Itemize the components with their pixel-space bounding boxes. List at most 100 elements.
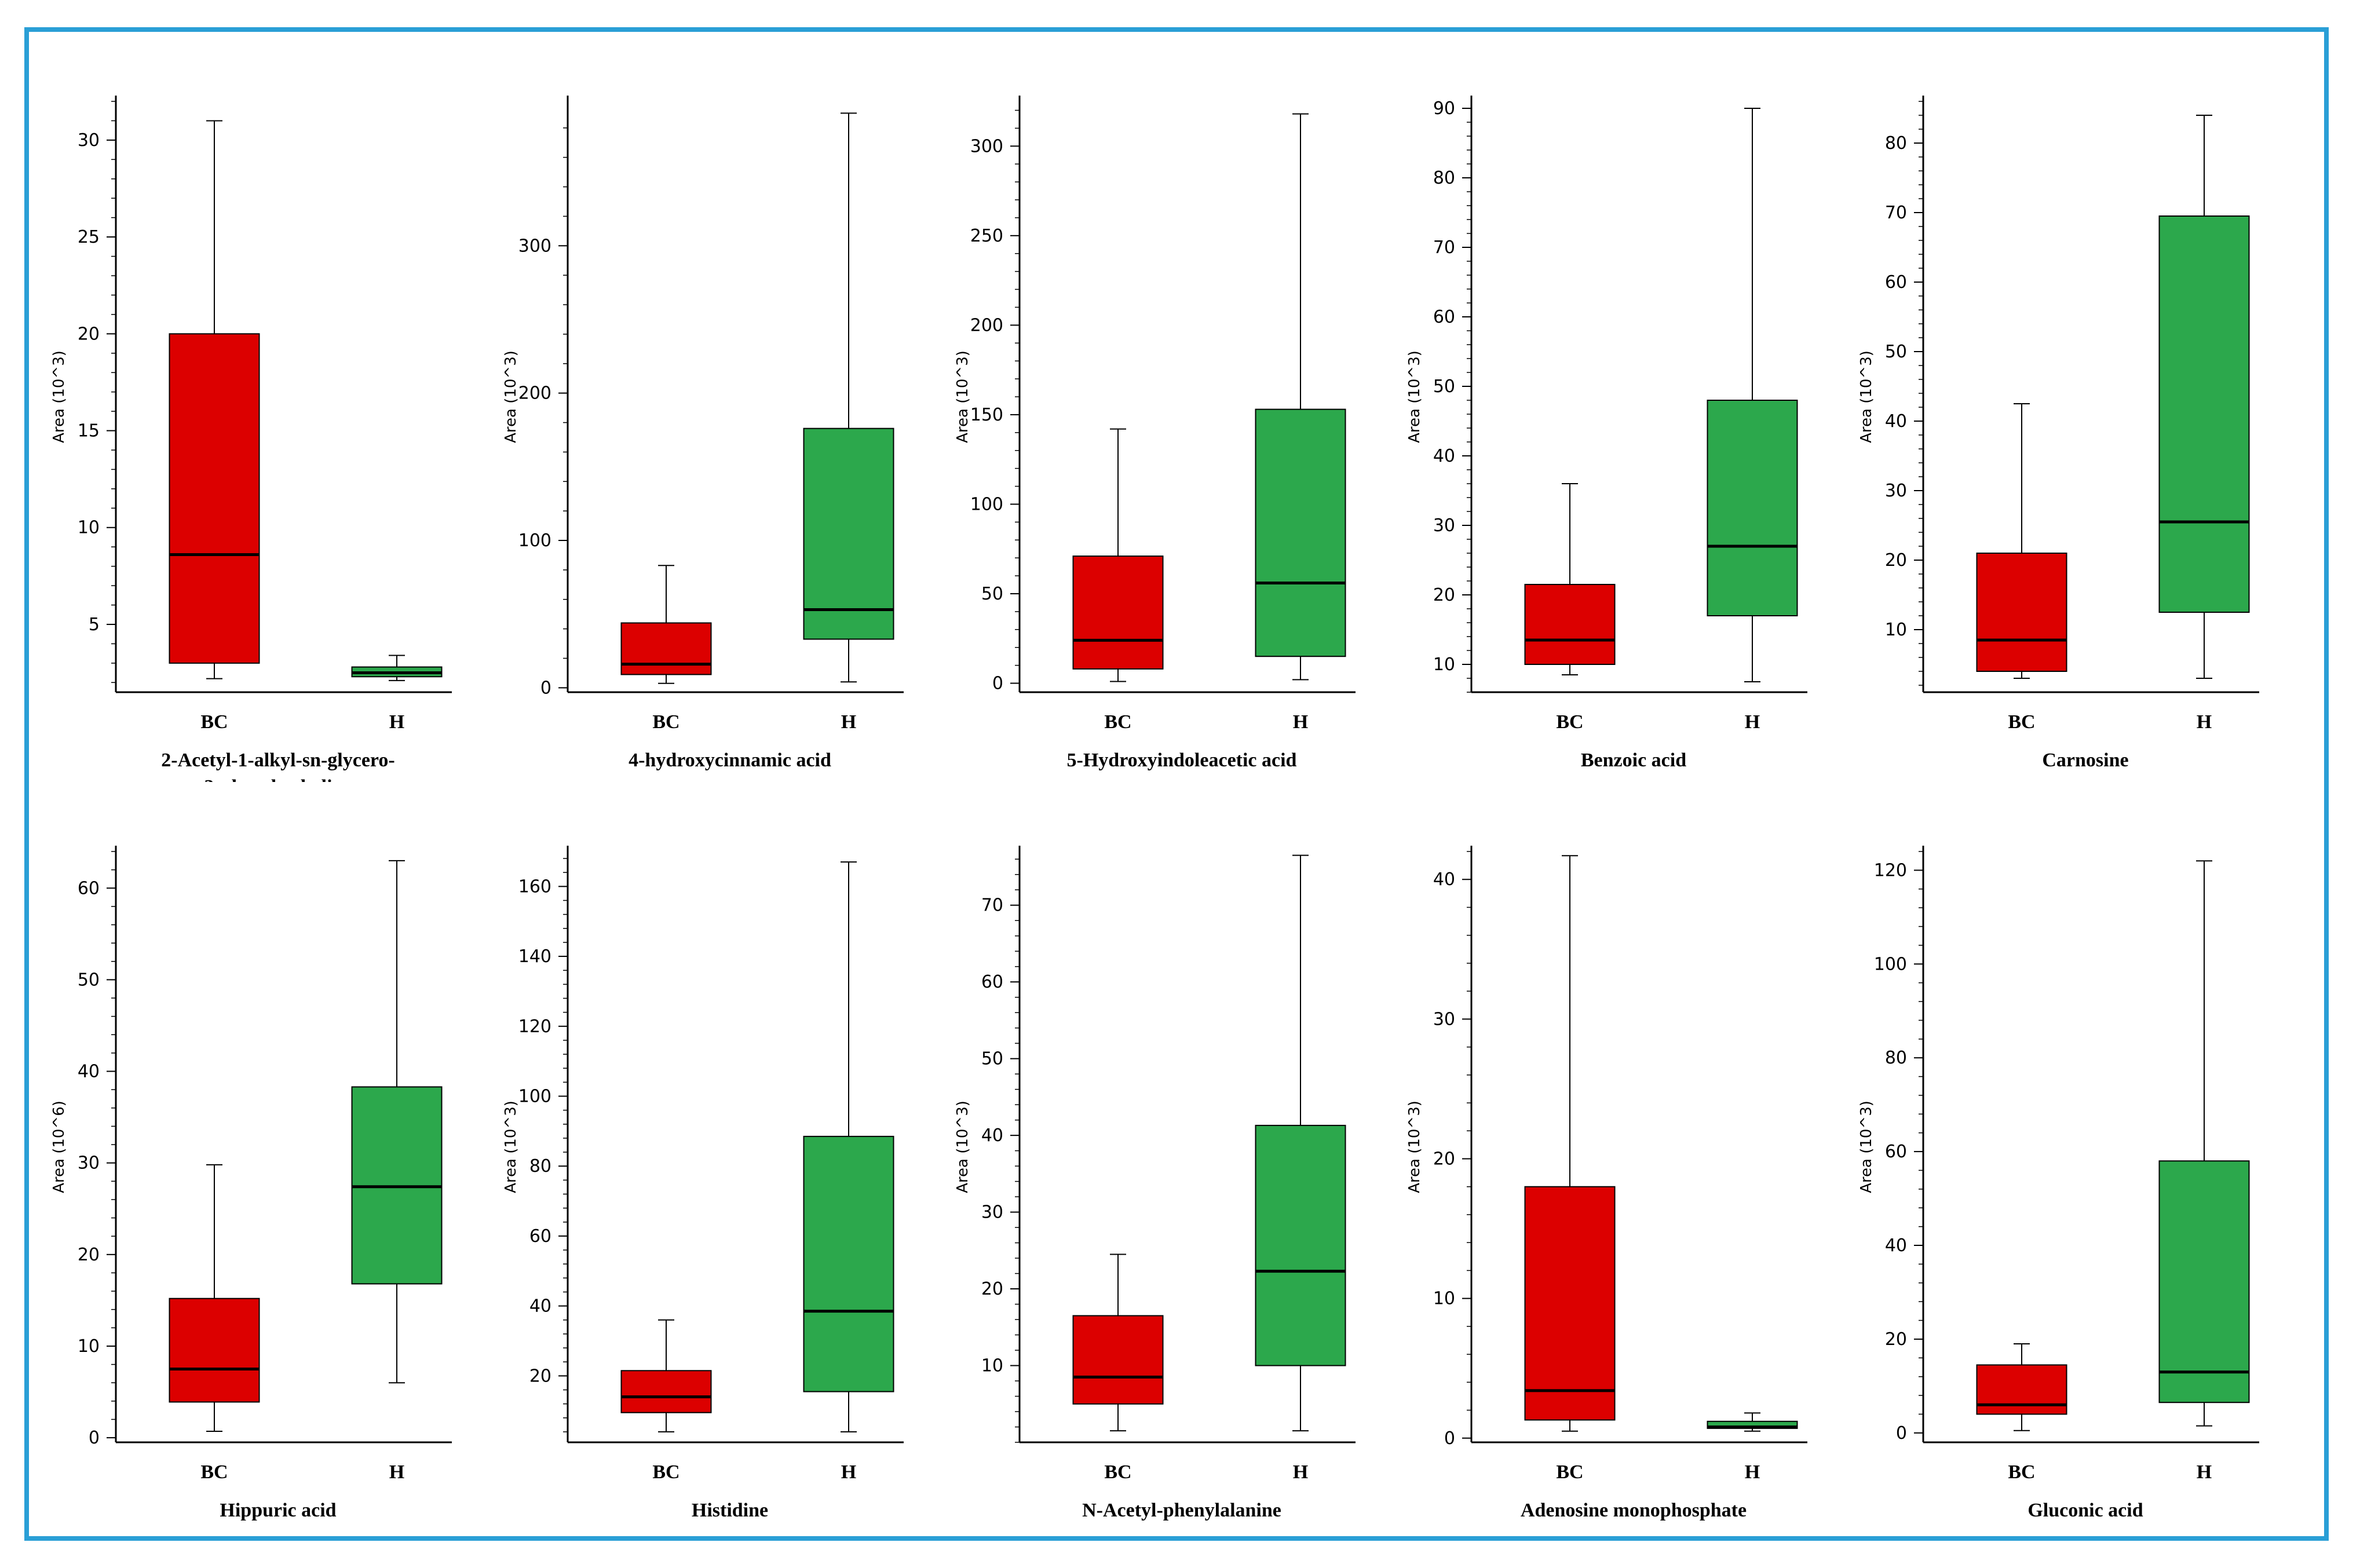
boxplot-panel: 0 10 20 30 40 Area (10^3) BC H Adenosine monopho…: [1379, 785, 1831, 1532]
y-tick-label: 60: [529, 1226, 551, 1247]
y-tick-label: 40: [981, 1125, 1003, 1146]
y-tick-label: 30: [1433, 1009, 1455, 1029]
y-tick-label: 40: [1433, 869, 1455, 890]
y-tick-label: 0: [992, 674, 1003, 694]
panel-title: Histidine: [692, 1500, 768, 1521]
box-h: [2158, 215, 2250, 613]
panel-title: Hippuric acid: [220, 1500, 336, 1521]
boxplot-panel: 0 20 40 60 80 100 120 Area (10^3) BC H Gluconic ac…: [1831, 785, 2282, 1532]
boxplot-svg: 0 20 40 60 80 100 120 Area (10^3) BC H Gluconic ac…: [1858, 846, 2259, 1521]
boxplot-svg: 10 20 30 40 50 60 70 80 90 Area (10^3) BC H Benzoic …: [1406, 96, 1807, 771]
y-tick-label: 20: [78, 1245, 100, 1265]
x-category-label: BC: [1556, 711, 1583, 733]
y-tick-label: 5: [89, 615, 100, 635]
y-tick-label: 100: [518, 1086, 551, 1106]
y-tick-label: 30: [78, 1153, 100, 1174]
x-category-label: BC: [1104, 711, 1131, 733]
box-h: [803, 427, 894, 640]
y-tick-label: 10: [981, 1356, 1003, 1376]
x-category-label: BC: [1556, 1461, 1583, 1483]
y-tick-label: 40: [1885, 411, 1907, 432]
panel-title: Carnosine: [2042, 750, 2128, 771]
y-tick-label: 100: [1874, 954, 1907, 974]
y-tick-label: 160: [518, 876, 551, 897]
x-category-label: BC: [200, 1461, 228, 1483]
y-tick-label: 80: [1885, 133, 1907, 153]
y-tick-label: 0: [1444, 1428, 1455, 1449]
x-category-label: H: [1745, 711, 1760, 733]
y-tick-label: 140: [518, 946, 551, 967]
y-tick-label: 20: [1433, 1149, 1455, 1169]
y-tick-label: 60: [78, 878, 100, 898]
boxplot-panel: 20 40 60 80 100 120 140 160 Area (10^3) BC H Histid…: [475, 785, 927, 1532]
boxplot-svg: 0 50 100 150 200 250 300 Area (10^3) BC H 5-Hydrox…: [954, 96, 1356, 771]
boxplot-panel: 10 20 30 40 50 60 70 Area (10^3) BC H N-Acetyl-phe…: [927, 785, 1379, 1532]
panel-title: 4-hydroxycinnamic acid: [629, 750, 831, 771]
y-tick-label: 20: [78, 324, 100, 344]
y-axis-label: Area (10^3): [502, 350, 520, 443]
box-h: [1255, 408, 1346, 657]
y-tick-label: 50: [1433, 377, 1455, 397]
y-tick-label: 40: [529, 1296, 551, 1317]
x-category-label: H: [1293, 711, 1308, 733]
box-bc: [1072, 1315, 1164, 1405]
y-tick-label: 90: [1433, 98, 1455, 119]
y-axis-label: Area (10^6): [50, 1101, 68, 1193]
y-tick-label: 40: [1433, 446, 1455, 466]
y-tick-label: 15: [78, 421, 100, 441]
boxplot-svg: 0 10 20 30 40 Area (10^3) BC H Adenosine monopho…: [1406, 846, 1807, 1521]
y-axis-label: Area (10^3): [502, 1101, 520, 1193]
y-tick-label: 70: [1433, 237, 1455, 258]
y-axis-label: Area (10^3): [1858, 350, 1875, 443]
y-tick-label: 40: [78, 1062, 100, 1082]
boxplot-svg: 0 10 20 30 40 50 60 Area (10^6) BC H Hippuric acid: [50, 846, 452, 1521]
boxplot-svg: 10 20 30 40 50 60 70 80 Area (10^3) BC H Carnosine: [1858, 96, 2259, 771]
figure-frame: [24, 27, 2329, 1541]
panel-title: Adenosine monophosphate: [1521, 1500, 1747, 1521]
x-category-label: H: [841, 711, 856, 733]
boxplot-panel: 5 10 15 20 25 30 Area (10^3) BC H 2-Acetyl-1-alky…: [23, 35, 475, 798]
box-bc: [620, 1370, 712, 1413]
x-category-label: H: [389, 711, 404, 733]
box-bc: [1072, 555, 1164, 670]
box-h: [1255, 1124, 1346, 1366]
y-tick-label: 20: [1885, 1329, 1907, 1350]
y-axis-label: Area (10^3): [1406, 350, 1423, 443]
y-tick-label: 20: [1885, 550, 1907, 571]
boxplot-svg: 10 20 30 40 50 60 70 Area (10^3) BC H N-Acetyl-phe…: [954, 846, 1356, 1521]
boxplot-panel: 0 100 200 300 Area (10^3) BC H 4-hydroxycinnami…: [475, 35, 927, 782]
box-bc: [169, 1297, 260, 1403]
panel-title: N-Acetyl-phenylalanine: [1082, 1500, 1281, 1521]
y-tick-label: 20: [981, 1279, 1003, 1299]
y-tick-label: 25: [78, 227, 100, 247]
y-tick-label: 100: [518, 531, 551, 551]
panel-title: 2-Acetyl-1-alkyl-sn-glycero-: [161, 750, 394, 771]
x-category-label: H: [389, 1461, 404, 1483]
y-axis-label: Area (10^3): [1406, 1101, 1423, 1193]
boxplot-svg: 5 10 15 20 25 30 Area (10^3) BC H 2-Acetyl-1-alky…: [50, 96, 452, 798]
y-tick-label: 50: [981, 584, 1003, 604]
y-tick-label: 50: [78, 970, 100, 990]
y-tick-label: 80: [1433, 168, 1455, 188]
y-tick-label: 200: [970, 315, 1003, 335]
y-tick-label: 300: [518, 236, 551, 256]
y-tick-label: 120: [1874, 860, 1907, 880]
x-category-label: H: [2197, 1461, 2212, 1483]
boxplot-panel: 10 20 30 40 50 60 70 80 90 Area (10^3) BC H Benzoic …: [1379, 35, 1831, 782]
y-tick-label: 50: [1885, 342, 1907, 362]
y-tick-label: 60: [1885, 1142, 1907, 1162]
y-tick-label: 10: [1885, 620, 1907, 640]
y-tick-label: 10: [78, 518, 100, 538]
panel-title: 3-phosphocholine: [204, 776, 352, 782]
y-tick-label: 200: [518, 383, 551, 404]
y-tick-label: 100: [970, 494, 1003, 514]
y-tick-label: 50: [981, 1049, 1003, 1069]
y-axis-label: Area (10^3): [954, 350, 971, 443]
x-category-label: BC: [2008, 1461, 2035, 1483]
boxplot-panel: 0 10 20 30 40 50 60 Area (10^6) BC H Hippuric acid: [23, 785, 475, 1532]
y-tick-label: 150: [970, 405, 1003, 425]
boxplot-panel: 0 50 100 150 200 250 300 Area (10^3) BC H 5-Hydrox…: [927, 35, 1379, 782]
boxplot-svg: 20 40 60 80 100 120 140 160 Area (10^3) BC H Histid…: [502, 846, 904, 1521]
y-tick-label: 80: [1885, 1048, 1907, 1068]
y-tick-label: 70: [1885, 203, 1907, 223]
